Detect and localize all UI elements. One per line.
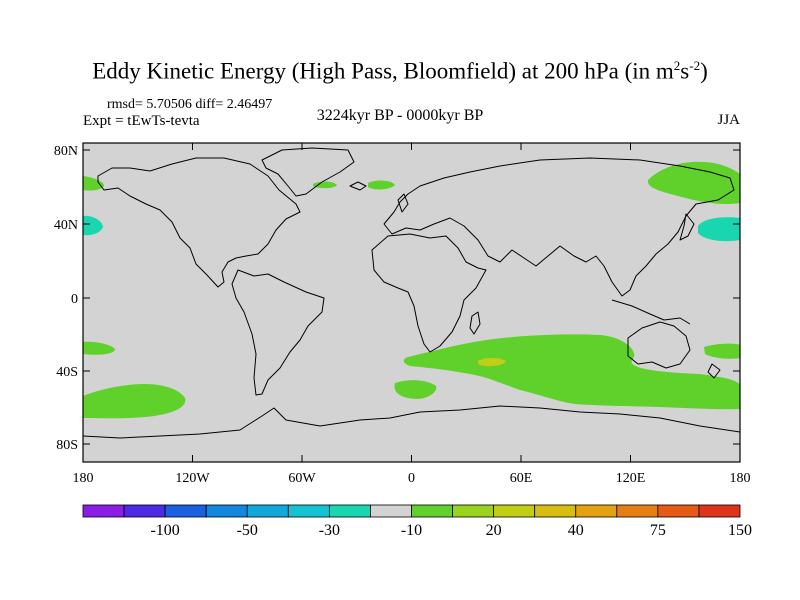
colorbar-label: 150 — [728, 522, 752, 539]
rmsd-diff-text: rmsd= 5.70506 diff= 2.46497 — [107, 97, 273, 112]
anomaly-patch-south-pacific-east — [83, 341, 115, 355]
anomaly-patch-south-atlantic — [394, 380, 437, 399]
coastline-north-america — [97, 157, 301, 288]
colorbar-swatch — [452, 504, 495, 518]
lon-tick-label: 60W — [288, 471, 316, 486]
colorbar-swatch — [246, 504, 289, 518]
colorbar-swatch — [575, 504, 618, 518]
colorbar-swatch — [493, 504, 536, 518]
plot-title: Eddy Kinetic Energy (High Pass, Bloomfie… — [92, 58, 708, 84]
colorbar-label: -30 — [319, 522, 340, 539]
coastline-new-zealand — [707, 363, 721, 379]
colorbar-swatch — [123, 504, 166, 518]
lon-tick-label: 120E — [616, 471, 646, 486]
anomaly-patch-siberia — [647, 161, 740, 205]
colorbar-swatch — [534, 504, 577, 518]
lon-tick-label: 180 — [73, 471, 94, 486]
colorbar-swatch — [616, 504, 659, 518]
colorbar-swatch — [82, 504, 125, 518]
coastline-iceland — [349, 181, 367, 191]
season-label: JJA — [717, 112, 740, 128]
coastline-greenland — [261, 147, 355, 197]
anomaly-patch-north-pacific-dateline — [83, 215, 103, 236]
experiment-label: Expt = tEwTs-tevta — [83, 113, 200, 129]
colorbar-swatch — [657, 504, 700, 518]
colorbar-label: 40 — [568, 522, 584, 539]
colorbar-label: -100 — [150, 522, 179, 539]
colorbar-swatch — [287, 504, 330, 518]
coastline-eurasia — [383, 157, 735, 297]
coastline-uk — [397, 193, 409, 213]
coastline-africa — [371, 233, 487, 353]
anomaly-patch-southern-ocean-indian — [403, 334, 740, 410]
coastline-south-america — [231, 269, 325, 396]
colorbar-swatch — [328, 504, 371, 518]
colorbar-swatch — [370, 504, 412, 518]
colorbar: -100 -50 -30 -10 20 40 75 150 — [82, 504, 752, 539]
colorbar-label: 20 — [486, 522, 502, 539]
colorbar-swatch — [164, 504, 207, 518]
lat-tick-label: 40N — [54, 218, 78, 233]
map-background — [83, 143, 740, 462]
anomaly-patch-tasman — [704, 343, 740, 359]
anomaly-patch-greenland-sea — [313, 181, 337, 189]
coastline-indonesia — [611, 299, 691, 325]
longitude-axis: 180 120W 60W 0 60E 120E 180 — [73, 143, 751, 486]
lon-tick-label: 120W — [175, 471, 210, 486]
anomaly-fill — [83, 147, 740, 439]
anomaly-patch-core-orange — [478, 358, 506, 367]
coastlines — [83, 147, 740, 439]
anomaly-patch-barents — [368, 180, 395, 190]
lat-tick-label: 80S — [56, 438, 78, 453]
coastline-antarctica — [83, 405, 740, 439]
coastline-australia — [627, 321, 691, 369]
lon-tick-label: 180 — [730, 471, 751, 486]
lon-tick-label: 60E — [510, 471, 533, 486]
lat-tick-label: 80N — [54, 144, 78, 159]
lon-tick-label: 0 — [408, 471, 415, 486]
anomaly-patch-north-pacific-east — [83, 176, 104, 191]
colorbar-label: 75 — [650, 522, 666, 539]
colorbar-swatch — [411, 504, 453, 518]
colorbar-swatch — [698, 504, 741, 518]
colorbar-label: -50 — [237, 522, 258, 539]
colorbar-swatch — [205, 504, 248, 518]
lat-tick-label: 0 — [71, 292, 78, 307]
latitude-axis: 80N 40N 0 40S 80S — [54, 144, 740, 453]
coastline-madagascar — [469, 311, 481, 335]
lat-tick-label: 40S — [56, 365, 78, 380]
anomaly-patch-south-pacific — [83, 384, 186, 419]
colorbar-label: -10 — [401, 522, 422, 539]
anomaly-patch-north-pacific-west — [698, 217, 740, 242]
coastline-japan — [679, 213, 695, 241]
time-period-label: 3224kyr BP - 0000kyr BP — [316, 107, 484, 124]
